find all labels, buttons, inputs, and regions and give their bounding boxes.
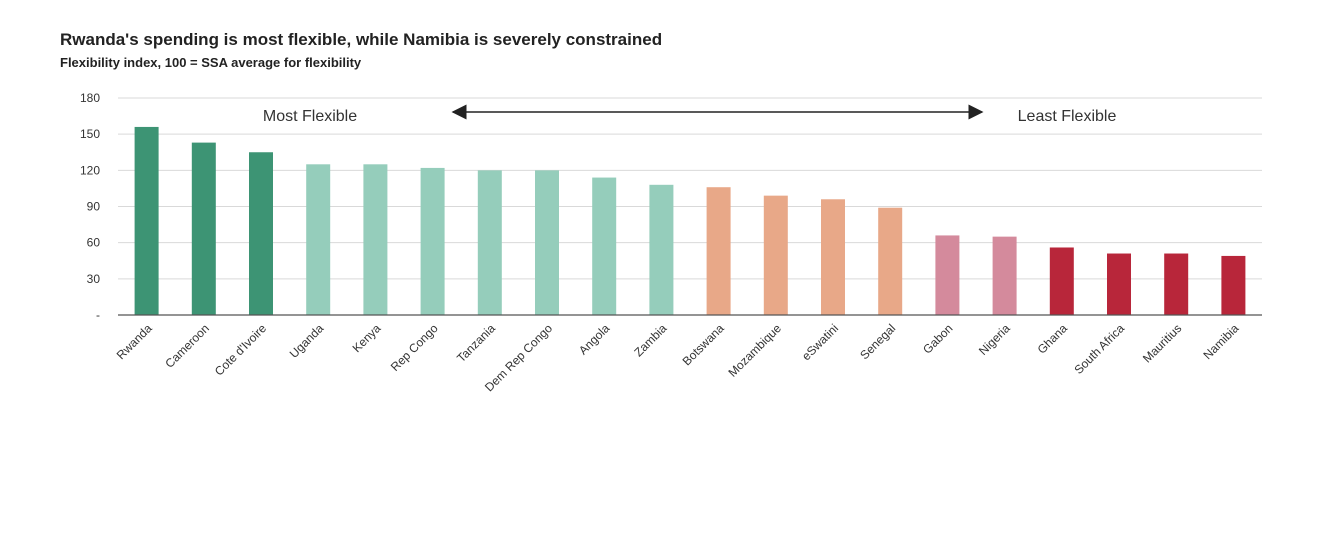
x-tick-label: Ghana (1035, 321, 1071, 357)
bar-tanzania (477, 170, 502, 315)
bar-namibia (1221, 255, 1246, 315)
bar-cote-d-ivoire (249, 152, 273, 315)
x-tick-label: Mozambique (725, 321, 784, 380)
x-tick-label: Namibia (1200, 321, 1241, 362)
bar-angola (592, 177, 617, 315)
x-tick-label: Kenya (350, 321, 384, 355)
chart-title: Rwanda's spending is most flexible, whil… (60, 30, 663, 49)
y-tick-label: 150 (80, 127, 100, 141)
x-tick-label: Uganda (287, 321, 327, 361)
bar-mozambique (763, 195, 788, 315)
bar-cameroon (191, 142, 216, 315)
y-tick-label: 60 (87, 236, 101, 250)
annotation-least-flexible: Least Flexible (1018, 108, 1117, 125)
bar-kenya (363, 164, 388, 315)
bar-botswana (706, 187, 731, 315)
chart-subtitle: Flexibility index, 100 = SSA average for… (60, 55, 362, 70)
bar-rep-congo (420, 167, 445, 315)
bar-gabon (935, 235, 960, 315)
bar-ghana (1049, 247, 1074, 315)
y-tick-label: 180 (80, 91, 100, 105)
x-tick-label: Nigeria (976, 321, 1013, 358)
y-tick-label: 120 (80, 163, 100, 177)
bar-rwanda (134, 126, 159, 315)
annotations: Most Flexible Least Flexible (263, 104, 1117, 125)
bar-dem-rep-congo (535, 170, 559, 315)
bars (134, 126, 1246, 315)
bar-mauritius (1164, 253, 1189, 315)
y-tick-label: 30 (87, 272, 101, 286)
y-tick-label: - (96, 308, 100, 322)
x-tick-label: South Africa (1071, 321, 1127, 377)
x-tick-label: Angola (576, 321, 613, 358)
bar-senegal (878, 207, 903, 315)
bar-eswatini (821, 199, 845, 315)
x-tick-label: Senegal (857, 321, 898, 362)
x-tick-label: Zambia (631, 321, 669, 359)
bar-nigeria (992, 236, 1017, 315)
x-tick-label: Tanzania (454, 321, 498, 365)
bar-uganda (306, 164, 331, 315)
y-tick-label: 90 (87, 200, 101, 214)
bar-south-africa (1107, 253, 1131, 315)
x-tick-label: eSwatini (799, 321, 841, 363)
x-tick-label: Rwanda (114, 321, 155, 362)
x-tick-label: Cameroon (162, 321, 212, 371)
x-tick-label: Rep Congo (388, 321, 441, 374)
bar-zambia (649, 184, 674, 315)
x-tick-label: Botswana (680, 321, 727, 368)
x-tick-label: Gabon (920, 321, 955, 356)
annotation-most-flexible: Most Flexible (263, 108, 357, 125)
x-tick-label: Mauritius (1140, 321, 1184, 365)
x-tick-label: Cote d'Ivoire (212, 321, 269, 378)
gridlines (118, 97, 1262, 280)
